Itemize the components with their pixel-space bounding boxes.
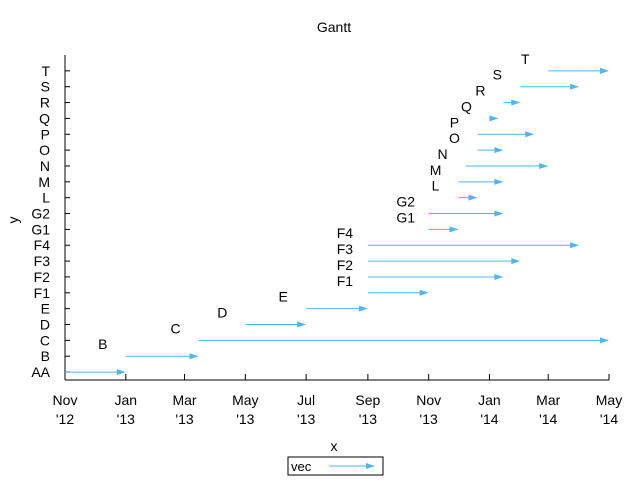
task-label: N	[437, 146, 447, 162]
task-label: O	[449, 130, 460, 146]
y-tick-label: F2	[34, 269, 51, 285]
x-tick-label-year: '13	[175, 411, 193, 427]
y-tick-label: F4	[34, 237, 51, 253]
x-axis-ticks: Nov '12 Jan '13 Mar '13 May '13 Jul '13 Sep '13 Nov '…	[53, 374, 622, 427]
x-tick-label-month: Nov	[53, 392, 78, 408]
y-tick-label: R	[40, 95, 50, 111]
y-axis-label: y	[5, 217, 21, 224]
task-arrow-head	[489, 115, 499, 122]
task-label: Q	[461, 98, 472, 114]
y-tick-label: E	[41, 301, 50, 317]
task-label: G1	[396, 209, 415, 225]
x-tick-label-year: '13	[420, 411, 438, 427]
task-arrow-head	[494, 178, 504, 185]
task-label: C	[170, 320, 180, 336]
y-tick-label: G1	[31, 221, 50, 237]
x-tick-label-year: '14	[480, 411, 498, 427]
task-arrow-head	[525, 131, 535, 138]
x-tick-label-year: '13	[359, 411, 377, 427]
task-arrow-head	[419, 289, 429, 296]
x-tick-label-month: Jan	[114, 392, 137, 408]
x-tick-label-month: Mar	[172, 392, 196, 408]
x-tick-label-month: Mar	[536, 392, 560, 408]
task-arrow-head	[494, 210, 504, 217]
task-label: T	[521, 51, 530, 67]
task-arrow-head	[511, 99, 521, 106]
task-label: F3	[337, 241, 354, 257]
task-arrow-head	[116, 369, 126, 376]
legend-entry-label: vec	[291, 459, 312, 474]
task-arrow-head	[570, 83, 580, 90]
y-tick-label: G2	[31, 206, 50, 222]
y-tick-label: O	[39, 142, 50, 158]
x-tick-label-year: '12	[56, 411, 74, 427]
task-label: D	[217, 305, 227, 321]
task-label: P	[450, 114, 459, 130]
y-tick-label: D	[40, 317, 50, 333]
task-arrow-head	[494, 273, 504, 280]
task-arrow-head	[297, 321, 307, 328]
y-tick-label: C	[40, 332, 50, 348]
task-arrow-head	[600, 337, 609, 344]
y-tick-label: M	[38, 174, 50, 190]
legend: vec	[287, 456, 384, 476]
x-axis-label: x	[331, 438, 338, 454]
task-arrow-head	[494, 147, 504, 154]
y-tick-label: F1	[34, 285, 51, 301]
task-arrow-head	[570, 242, 580, 249]
task-arrow-head	[539, 162, 549, 169]
x-tick-label-month: Nov	[416, 392, 441, 408]
y-tick-label: B	[41, 348, 50, 364]
plot-axes	[64, 55, 609, 381]
y-tick-label: S	[41, 79, 50, 95]
y-tick-label: T	[41, 63, 50, 79]
y-tick-label: L	[42, 190, 50, 206]
task-label: S	[493, 67, 502, 83]
task-label: F2	[337, 257, 354, 273]
x-tick-label-year: '13	[117, 411, 135, 427]
task-arrow-head	[358, 305, 368, 312]
task-label: F1	[337, 273, 354, 289]
task-label: B	[98, 336, 107, 352]
x-tick-label-month: Jul	[297, 392, 315, 408]
x-tick-label-month: Jan	[478, 392, 501, 408]
task-arrow-head	[449, 226, 459, 233]
x-tick-label-month: Sep	[355, 392, 380, 408]
x-tick-label-month: May	[232, 392, 258, 408]
task-arrow-head	[468, 194, 478, 201]
task-arrow-head	[600, 67, 609, 74]
x-tick-label-year: '14	[539, 411, 557, 427]
x-tick-label-month: May	[596, 392, 622, 408]
y-tick-label: AA	[31, 364, 50, 380]
y-tick-label: N	[40, 158, 50, 174]
task-arrow-head	[189, 353, 199, 360]
y-tick-label: Q	[39, 110, 50, 126]
task-arrow-head	[511, 258, 521, 265]
task-label: F4	[337, 225, 354, 241]
legend-entry-arrowhead	[366, 463, 375, 469]
task-label: E	[278, 289, 287, 305]
x-tick-label-year: '13	[297, 411, 315, 427]
task-label: G2	[396, 194, 415, 210]
x-tick-label-year: '14	[600, 411, 618, 427]
chart-title: Gantt	[317, 19, 351, 35]
task-label: L	[432, 178, 440, 194]
task-label: R	[475, 83, 485, 99]
y-tick-label: F3	[34, 253, 51, 269]
y-tick-label: P	[41, 126, 50, 142]
task-label: M	[430, 162, 442, 178]
x-tick-label-year: '13	[236, 411, 254, 427]
